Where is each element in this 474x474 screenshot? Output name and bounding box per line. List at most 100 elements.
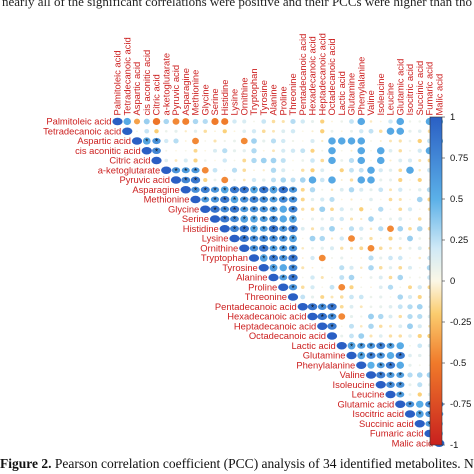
significance-marker: * bbox=[369, 352, 372, 361]
heatmap-cell bbox=[395, 400, 406, 409]
heatmap-cell bbox=[389, 208, 392, 211]
heatmap-cell bbox=[271, 119, 276, 124]
row-label-citric-acid: Citric acid bbox=[109, 155, 150, 166]
heatmap-cell bbox=[321, 266, 324, 269]
heatmap-cell bbox=[360, 198, 363, 201]
heatmap-cell bbox=[233, 130, 236, 133]
significance-marker: * bbox=[184, 177, 187, 186]
significance-marker: * bbox=[291, 274, 294, 283]
heatmap-cell bbox=[386, 351, 395, 360]
heatmap-cell bbox=[348, 323, 355, 329]
heatmap-cell bbox=[242, 119, 247, 124]
heatmap-cell bbox=[251, 148, 257, 154]
heatmap-cell bbox=[239, 234, 249, 243]
row-label-pentadecanoic-acid: Pentadecanoic acid bbox=[215, 301, 297, 312]
heatmap-cell bbox=[321, 149, 324, 152]
heatmap-cell bbox=[320, 217, 324, 221]
heatmap-cell bbox=[290, 177, 296, 183]
heatmap-cell bbox=[368, 313, 374, 320]
heatmap-cell bbox=[407, 207, 413, 212]
heatmap-cell bbox=[369, 120, 373, 123]
significance-marker: * bbox=[252, 186, 255, 195]
heatmap-cell bbox=[340, 120, 344, 123]
heatmap-cell bbox=[222, 148, 228, 154]
heatmap-cell bbox=[408, 383, 412, 387]
significance-marker: * bbox=[155, 138, 158, 147]
significance-marker: * bbox=[360, 352, 363, 361]
significance-marker: * bbox=[408, 401, 411, 410]
row-label-valine: Valine bbox=[340, 369, 365, 380]
heatmap-cell bbox=[386, 371, 395, 379]
heatmap-cell bbox=[349, 304, 354, 309]
heatmap-cell bbox=[329, 197, 335, 202]
heatmap-cell bbox=[242, 168, 247, 172]
heatmap-cell bbox=[320, 276, 324, 279]
heatmap-cell bbox=[359, 305, 363, 309]
heatmap-cell bbox=[300, 119, 305, 124]
significance-marker: * bbox=[194, 186, 197, 195]
heatmap-cell bbox=[240, 137, 248, 145]
heatmap-cell bbox=[307, 303, 318, 311]
heatmap-cell bbox=[408, 139, 412, 143]
heatmap-cell bbox=[288, 225, 298, 233]
heatmap-cell bbox=[357, 147, 366, 155]
heatmap-cell bbox=[417, 324, 422, 329]
heatmap-cell bbox=[310, 197, 315, 202]
heatmap-cell bbox=[280, 158, 286, 163]
significance-marker: * bbox=[282, 245, 285, 254]
heatmap-cell bbox=[319, 235, 325, 242]
heatmap-cell bbox=[398, 187, 403, 192]
heatmap-cell bbox=[310, 255, 315, 261]
heatmap-cell bbox=[331, 276, 333, 279]
heatmap-cell bbox=[388, 148, 393, 153]
significance-marker: * bbox=[282, 274, 285, 283]
heatmap-cell bbox=[408, 285, 412, 290]
significance-marker: * bbox=[399, 381, 402, 390]
heatmap-cell bbox=[300, 294, 306, 300]
heatmap-cell bbox=[144, 128, 150, 134]
heatmap-cell bbox=[388, 197, 393, 202]
heatmap-cell bbox=[310, 207, 315, 211]
heatmap-cell bbox=[239, 244, 250, 253]
heatmap-cell bbox=[330, 257, 334, 259]
significance-marker: * bbox=[399, 372, 402, 381]
column-label-tryptophan: Tryptophan bbox=[248, 68, 259, 115]
heatmap-cell bbox=[327, 313, 337, 320]
heatmap-cell bbox=[174, 129, 178, 133]
heatmap-cell bbox=[301, 159, 305, 162]
heatmap-cell bbox=[214, 159, 216, 162]
heatmap-cell bbox=[261, 129, 266, 133]
row-label-hexadecanoic-acid: Hexadecanoic acid bbox=[227, 311, 306, 322]
colorbar-tick-label: -0.5 bbox=[450, 357, 466, 368]
significance-marker: * bbox=[194, 177, 197, 186]
heatmap-cell bbox=[262, 139, 266, 143]
heatmap-cell bbox=[408, 276, 412, 279]
significance-marker: * bbox=[389, 381, 392, 390]
heatmap-cell bbox=[378, 313, 384, 320]
heatmap-cell bbox=[378, 206, 384, 212]
heatmap-cell bbox=[388, 255, 393, 261]
heatmap-cell bbox=[397, 226, 404, 232]
significance-marker: * bbox=[243, 235, 246, 244]
row-label-octadecanoic-acid: Octadecanoic acid bbox=[249, 330, 326, 341]
row-label-tryptophan: Tryptophan bbox=[201, 252, 248, 263]
significance-marker: * bbox=[389, 372, 392, 381]
heatmap-cell bbox=[396, 381, 405, 388]
heatmap-cell bbox=[214, 130, 216, 133]
heatmap-cell bbox=[151, 156, 162, 165]
heatmap-cell bbox=[366, 342, 376, 349]
heatmap-cell bbox=[174, 159, 178, 162]
heatmap-cell bbox=[337, 137, 346, 145]
significance-marker: * bbox=[291, 284, 294, 293]
heatmap-cell bbox=[395, 352, 405, 359]
heatmap-cell bbox=[389, 139, 392, 143]
heatmap-cell bbox=[221, 118, 229, 125]
significance-marker: * bbox=[389, 362, 392, 371]
column-label-phenylalanine: Phenylalanine bbox=[355, 57, 366, 116]
heatmap-cell bbox=[123, 117, 132, 126]
heatmap-cell bbox=[378, 324, 383, 328]
row-label-methionine: Methionine bbox=[144, 194, 190, 205]
significance-marker: * bbox=[233, 186, 236, 195]
row-label-glutamic-acid: Glutamic acid bbox=[337, 398, 394, 409]
significance-marker: * bbox=[428, 411, 431, 420]
